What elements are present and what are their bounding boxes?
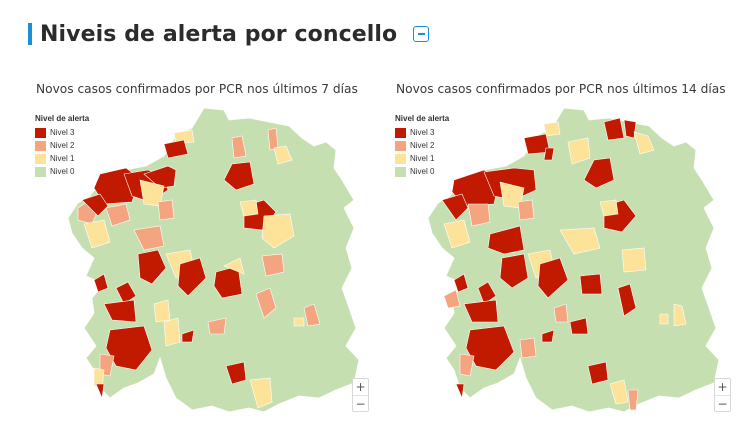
legend-swatch (35, 140, 46, 151)
legend-swatch (395, 140, 406, 151)
zoom-control: + − (352, 378, 369, 412)
legend-label: Nivel 0 (50, 167, 75, 176)
legend-item-nivel-3: Nivel 3 (35, 126, 89, 139)
legend-swatch (395, 166, 406, 177)
map-panel-7-days: Novos casos confirmados por PCR nos últi… (24, 78, 384, 428)
legend-title: Nivel de alerta (395, 114, 450, 123)
legend-item-nivel-3: Nivel 3 (395, 126, 449, 139)
choropleth-map[interactable] (424, 108, 724, 428)
legend-swatch (35, 166, 46, 177)
legend-item-nivel-1: Nivel 1 (395, 152, 449, 165)
minus-icon (417, 33, 425, 35)
legend-item-nivel-2: Nivel 2 (395, 139, 449, 152)
legend-label: Nivel 2 (50, 141, 75, 150)
zoom-control: + − (714, 378, 731, 412)
legend-label: Nivel 3 (410, 128, 435, 137)
legend: Nivel de alerta Nivel 3 Nivel 2 Nivel 1 … (395, 114, 449, 178)
section-header: Niveis de alerta por concello (28, 18, 430, 50)
zoom-in-button[interactable]: + (717, 380, 728, 394)
legend-label: Nivel 1 (50, 154, 75, 163)
map-title: Novos casos confirmados por PCR nos últi… (36, 82, 358, 96)
page-title: Niveis de alerta por concello (40, 21, 398, 47)
legend-label: Nivel 1 (410, 154, 435, 163)
legend-item-nivel-1: Nivel 1 (35, 152, 89, 165)
map-panel-14-days: Novos casos confirmados por PCR nos últi… (384, 78, 743, 428)
zoom-out-button[interactable]: − (715, 395, 730, 412)
legend-item-nivel-0: Nivel 0 (35, 165, 89, 178)
legend: Nivel de alerta Nivel 3 Nivel 2 Nivel 1 … (35, 114, 89, 178)
zoom-in-button[interactable]: + (355, 380, 366, 394)
legend-title: Nivel de alerta (35, 114, 90, 123)
map-title: Novos casos confirmados por PCR nos últi… (396, 82, 726, 96)
legend-swatch (35, 127, 46, 138)
choropleth-map[interactable] (64, 108, 364, 428)
legend-swatch (395, 127, 406, 138)
accent-bar (28, 23, 32, 45)
legend-label: Nivel 2 (410, 141, 435, 150)
legend-label: Nivel 0 (410, 167, 435, 176)
legend-swatch (35, 153, 46, 164)
legend-item-nivel-2: Nivel 2 (35, 139, 89, 152)
zoom-out-button[interactable]: − (353, 395, 368, 412)
legend-item-nivel-0: Nivel 0 (395, 165, 449, 178)
legend-label: Nivel 3 (50, 128, 75, 137)
collapse-button[interactable] (413, 26, 430, 42)
legend-swatch (395, 153, 406, 164)
